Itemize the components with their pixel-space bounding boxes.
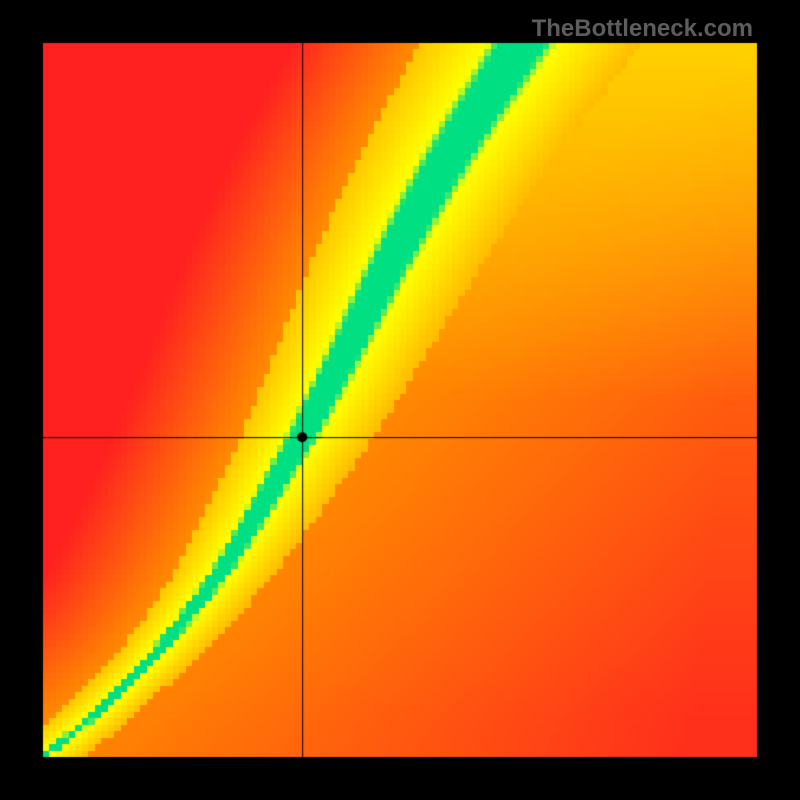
watermark-text: TheBottleneck.com — [532, 15, 753, 43]
bottleneck-heatmap — [0, 0, 800, 800]
